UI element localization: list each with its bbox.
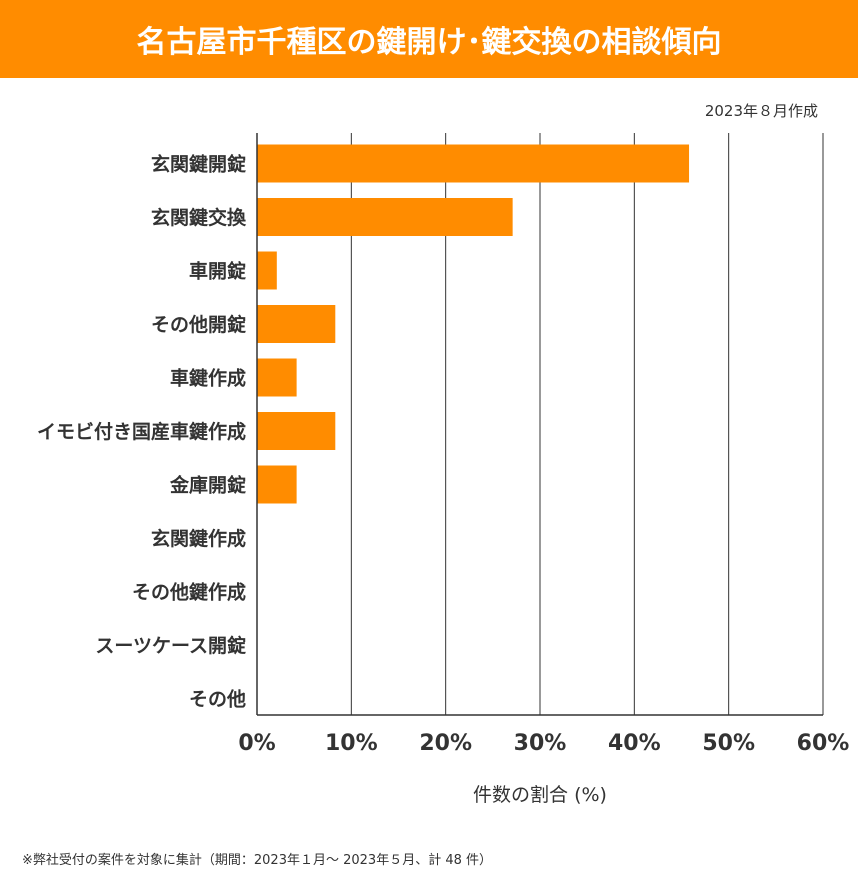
bar bbox=[257, 251, 277, 290]
footnote: ※弊社受付の案件を対象に集計（期間：2023年１月～ 2023年５月、計 48 … bbox=[22, 853, 492, 868]
x-tick-label: 30% bbox=[514, 731, 567, 756]
chart-title: 名古屋市千種区の鍵開け･鍵交換の相談傾向 bbox=[136, 25, 722, 60]
y-tick-label: その他開錠 bbox=[151, 313, 246, 336]
y-tick-label: 玄関鍵作成 bbox=[151, 527, 246, 550]
bar bbox=[257, 305, 336, 343]
y-tick-label: 金庫開錠 bbox=[169, 474, 246, 497]
x-tick-label: 40% bbox=[608, 731, 661, 756]
x-tick-label: 60% bbox=[797, 731, 850, 756]
bar bbox=[257, 198, 513, 236]
created-date: 2023年８月作成 bbox=[704, 102, 818, 120]
y-tick-label: スーツケース開錠 bbox=[95, 634, 246, 657]
bar bbox=[257, 144, 690, 183]
bar bbox=[257, 412, 336, 450]
y-tick-label: その他鍵作成 bbox=[132, 581, 246, 604]
y-tick-label: 玄関鍵交換 bbox=[151, 206, 247, 229]
y-tick-label: その他 bbox=[189, 688, 246, 711]
title-bar: 名古屋市千種区の鍵開け･鍵交換の相談傾向 bbox=[0, 0, 858, 78]
x-axis-label: 件数の割合 (%) bbox=[473, 784, 607, 806]
x-tick-label: 0% bbox=[238, 731, 275, 756]
x-tick-label: 20% bbox=[419, 731, 472, 756]
y-tick-label: 車開錠 bbox=[189, 260, 246, 283]
bar bbox=[257, 465, 297, 504]
x-tick-label: 10% bbox=[325, 731, 378, 756]
x-tick-label: 50% bbox=[702, 731, 755, 756]
y-tick-label: イモビ付き国産車鍵作成 bbox=[37, 420, 246, 443]
y-tick-label: 玄関鍵開錠 bbox=[151, 153, 246, 176]
y-tick-label: 車鍵作成 bbox=[170, 367, 246, 390]
bar bbox=[257, 358, 297, 397]
